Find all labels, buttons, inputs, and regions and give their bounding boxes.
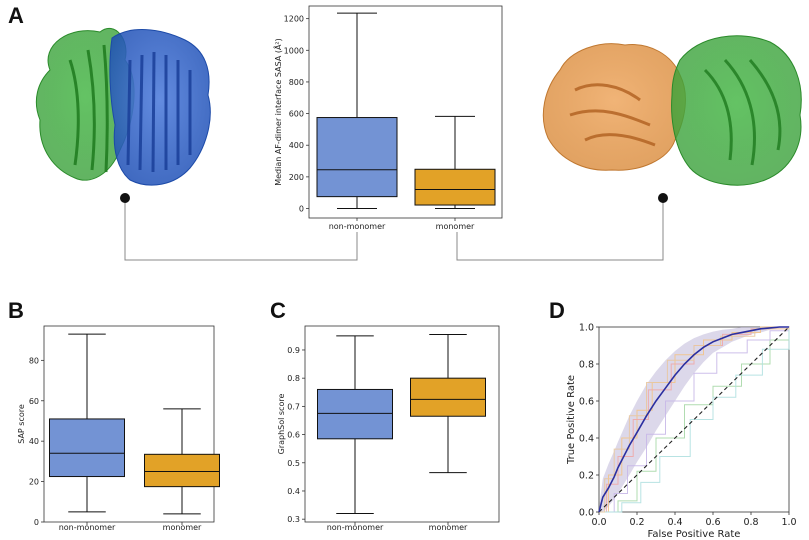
protein-structure-right	[542, 35, 802, 186]
chart-c-box-non-monomer	[317, 388, 393, 440]
chart-d-fold-curve-4	[599, 327, 790, 513]
chart-b-ytick-label: 80	[29, 356, 39, 365]
chart-d-ylabel: True Positive Rate	[566, 375, 577, 465]
panel-letter-d: D	[549, 298, 565, 323]
chart-d-xtick-label: 0.4	[667, 517, 682, 528]
chart-d-ytick-label: 0.0	[579, 508, 594, 519]
chart-d-mean-roc-line	[598, 326, 789, 513]
chart-a-ytick-label: 200	[289, 173, 304, 182]
chart-c-ytick-label: 0.7	[287, 402, 300, 411]
chart-d-xlabel: False Positive Rate	[648, 529, 741, 540]
chart-d-frame	[598, 326, 790, 513]
panel-letter-b: B	[8, 298, 24, 323]
chart-d-xtick-label: 0.6	[705, 517, 720, 528]
chart-d-fold-curve-5	[599, 327, 790, 513]
chart-a-box-non-monomer	[316, 117, 398, 198]
chart-b-ytick-label: 60	[29, 397, 39, 406]
chart-a-category-label: non-monomer	[329, 222, 386, 231]
chart-a-ylabel: Median AF-dimer interface SASA (Å²)	[272, 38, 283, 186]
chart-b-ytick-label: 40	[29, 437, 39, 446]
chart-d-xtick-label: 0.2	[629, 517, 644, 528]
chart-d-ytick-label: 0.8	[579, 360, 594, 371]
chart-c-frame	[304, 325, 500, 523]
chart-d-xtick-label: 0.8	[743, 517, 758, 528]
chart-d-chance-line	[598, 326, 790, 513]
chart-a-category-label: monomer	[436, 222, 475, 231]
chart-b-category-label: monomer	[163, 523, 202, 532]
chart-c-ytick-label: 0.8	[287, 374, 300, 383]
chart-b-ylabel: SAP score	[17, 404, 26, 444]
chart-c-ytick-label: 0.6	[287, 431, 300, 440]
chart-a-ytick-label: 1000	[284, 46, 304, 55]
chart-b-ytick-label: 20	[29, 478, 39, 487]
chart-c-ytick-label: 0.9	[287, 346, 300, 355]
chart-b-box-monomer	[144, 453, 220, 488]
chart-a-ytick-label: 0	[299, 205, 304, 214]
chart-d-ytick-label: 0.2	[579, 471, 594, 482]
connector-lines	[124, 198, 664, 261]
connector-dot-left	[120, 193, 130, 203]
connector-dot-right	[658, 193, 668, 203]
chart-d-fold-curve-3	[599, 327, 790, 513]
chart-d-ytick-label: 1.0	[579, 323, 594, 334]
chart-d-fold-curve-6	[599, 327, 790, 513]
protein-structure-left	[35, 27, 211, 186]
chart-a-ytick-label: 800	[289, 78, 304, 87]
chart-a-frame	[308, 5, 503, 219]
chart-d-ytick-label: 0.6	[579, 397, 594, 408]
chart-d-fold-curve-2	[599, 327, 790, 513]
chart-d-ytick-label: 0.4	[579, 434, 594, 445]
panel-letter-a: A	[8, 3, 24, 28]
chart-a-ytick-label: 1200	[284, 15, 304, 24]
chart-b-ytick-label: 0	[34, 518, 39, 527]
chart-c-box-monomer	[410, 377, 486, 417]
chart-c-ytick-label: 0.5	[287, 459, 300, 468]
chart-c-ytick-label: 0.3	[287, 515, 300, 524]
chart-c-category-label: monomer	[429, 523, 468, 532]
chart-b-box-non-monomer	[49, 418, 125, 478]
chart-c-ytick-label: 0.4	[287, 487, 300, 496]
chart-d-xtick-label: 0.0	[591, 517, 606, 528]
panel-letter-c: C	[270, 298, 286, 323]
chart-a-ytick-label: 400	[289, 141, 304, 150]
chart-b-frame	[43, 325, 215, 523]
chart-c-ylabel: GraphSol score	[277, 394, 286, 455]
chart-a-ytick-label: 600	[289, 110, 304, 119]
chart-a-box-monomer	[414, 168, 496, 206]
chart-c-category-label: non-monomer	[327, 523, 384, 532]
chart-d-xtick-label: 1.0	[781, 517, 796, 528]
chart-b-category-label: non-monomer	[59, 523, 116, 532]
